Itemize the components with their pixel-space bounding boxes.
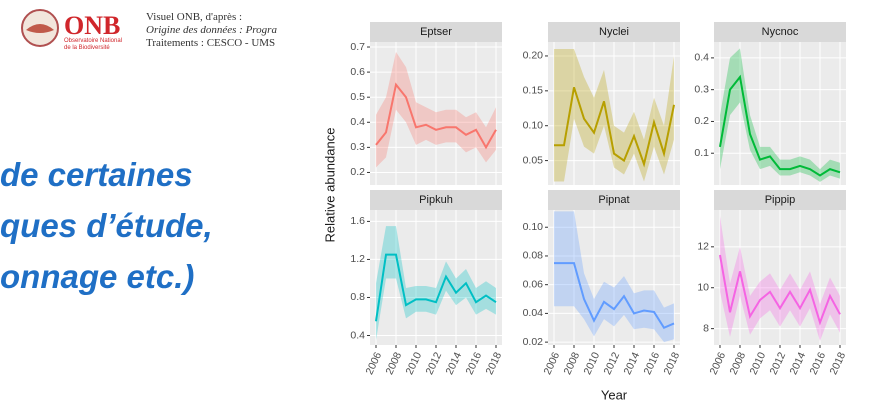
confidence-band	[376, 52, 496, 168]
x-tick-label: 2016	[807, 350, 828, 376]
logo-credit: Visuel ONB, d'après :	[146, 11, 242, 23]
x-axis-label: Year	[601, 387, 628, 402]
y-tick-label: 12	[697, 241, 709, 253]
slide-text: onnage etc.)	[0, 258, 194, 295]
y-tick-label: 0.02	[523, 336, 544, 348]
y-tick-label: 1.6	[350, 215, 365, 227]
confidence-band	[554, 48, 674, 182]
logo: ONB Observatoire National de la Biodiver…	[21, 9, 277, 51]
y-tick-label: 8	[703, 322, 709, 334]
strip	[548, 22, 680, 42]
x-tick-label: 2008	[383, 350, 404, 376]
y-tick-label: 0.05	[523, 154, 544, 166]
trend-line	[375, 82, 497, 150]
strip	[370, 22, 502, 42]
strip	[370, 190, 502, 210]
x-tick-label: 2018	[827, 350, 848, 376]
y-tick-label: 0.4	[350, 116, 365, 128]
y-tick-label: 0.3	[694, 83, 709, 95]
logo-org: Observatoire National	[64, 38, 122, 44]
trend-line	[554, 87, 675, 168]
trend-line	[719, 254, 841, 326]
strip-label: Pippip	[765, 194, 796, 206]
y-tick-label: 0.1	[694, 147, 709, 159]
x-tick-label: 2014	[787, 350, 808, 376]
logo-processing: Traitements : CESCO - UMS	[146, 37, 275, 49]
y-tick-label: 0.15	[523, 85, 544, 97]
x-tick-label: 2010	[747, 350, 768, 376]
x-tick-label: 2006	[541, 350, 562, 376]
confidence-band	[720, 216, 840, 341]
y-tick-label: 0.7	[350, 41, 365, 53]
y-tick-label: 0.2	[350, 166, 365, 178]
strip	[548, 190, 680, 210]
x-tick-label: 2006	[363, 350, 384, 376]
strip-label: Nyclei	[599, 26, 629, 38]
x-tick-label: 2010	[403, 350, 424, 376]
y-tick-label: 0.04	[523, 307, 544, 319]
y-axis-label: Relative abundance	[322, 128, 337, 243]
y-tick-label: 0.4	[694, 52, 709, 64]
y-tick-label: 0.8	[350, 291, 365, 303]
confidence-band	[376, 226, 496, 341]
y-tick-label: 0.6	[350, 66, 365, 78]
y-tick-label: 0.08	[523, 250, 544, 262]
x-tick-label: 2014	[443, 350, 464, 376]
logo-org: de la Biodiversité	[64, 45, 110, 51]
y-tick-label: 0.4	[350, 329, 365, 341]
trend-line	[375, 253, 497, 322]
facet: Nyclei 0.05 0.10 0.15 0.20	[523, 22, 680, 185]
x-tick-label: 2008	[561, 350, 582, 376]
facet: Nycnoc 0.1 0.2 0.3 0.4	[694, 22, 846, 185]
slide-text: ques d’étude,	[0, 207, 213, 244]
x-tick-label: 2016	[463, 350, 484, 376]
x-tick-label: 2012	[601, 350, 622, 376]
strip	[714, 22, 846, 42]
logo-source: Origine des données : Progra	[146, 24, 277, 36]
y-tick-label: 10	[697, 282, 709, 294]
x-tick-label: 2018	[483, 350, 504, 376]
strip-label: Pipkuh	[419, 194, 453, 206]
x-tick-label: 2010	[581, 350, 602, 376]
logo-acronym: ONB	[64, 11, 120, 40]
y-tick-label: 0.10	[523, 221, 544, 233]
facet: Eptser 0.2 0.3 0.4 0.5 0.6 0.7	[350, 22, 502, 185]
confidence-band	[554, 211, 674, 343]
y-tick-label: 0.06	[523, 278, 544, 290]
x-tick-label: 2018	[661, 350, 682, 376]
trend-line	[554, 262, 675, 330]
strip-label: Pipnat	[598, 194, 629, 206]
y-tick-label: 0.5	[350, 91, 365, 103]
x-tick-label: 2016	[641, 350, 662, 376]
confidence-band	[720, 48, 840, 182]
y-tick-label: 0.3	[350, 141, 365, 153]
strip	[714, 190, 846, 210]
y-tick-label: 0.10	[523, 119, 544, 131]
y-tick-label: 0.2	[694, 115, 709, 127]
x-tick-label: 2006	[707, 350, 728, 376]
strip-label: Eptser	[420, 26, 452, 38]
trend-line	[719, 74, 841, 177]
x-tick-label: 2012	[767, 350, 788, 376]
x-tick-label: 2008	[727, 350, 748, 376]
y-tick-label: 1.2	[350, 253, 365, 265]
facet: Pippip 8 10 12 2006 2008 2010 2012 2014 2016 2018	[697, 190, 848, 377]
logo-emblem-shape	[26, 24, 54, 33]
y-tick-label: 0.20	[523, 50, 544, 62]
strip-label: Nycnoc	[762, 26, 799, 38]
slide-text: de certaines	[0, 156, 193, 193]
x-tick-label: 2014	[621, 350, 642, 376]
x-tick-label: 2012	[423, 350, 444, 376]
